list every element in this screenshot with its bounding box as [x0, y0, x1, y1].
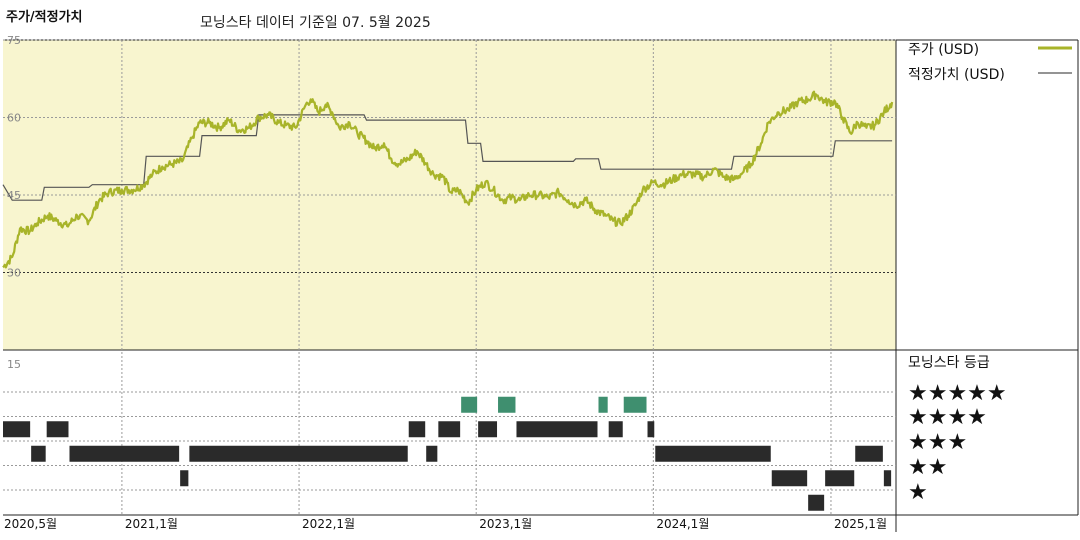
series-lines — [2, 90, 894, 269]
data-date-label: 모닝스타 데이터 기준일 07. 5월 2025 — [200, 15, 431, 31]
rating-bar — [771, 470, 808, 487]
grid — [3, 39, 896, 515]
rating-bar — [408, 421, 426, 438]
rating-bar — [498, 396, 516, 413]
star-row-2: ★★ — [908, 455, 947, 480]
fair-value-line — [2, 114, 893, 201]
rating-bar — [31, 445, 46, 462]
rating-bar — [478, 421, 498, 438]
rating-bar — [516, 421, 598, 438]
rating-bar — [598, 396, 608, 413]
y-tick-label: 45 — [7, 189, 21, 202]
x-tick-label: 2020,5월 — [4, 517, 57, 531]
rating-bar — [3, 421, 31, 438]
rating-title: 모닝스타 등급 — [908, 355, 990, 371]
legend-price: 주가 (USD) — [908, 42, 979, 58]
y-tick-label: 75 — [7, 34, 21, 47]
x-tick-label: 2025,1월 — [834, 517, 887, 531]
rating-bar — [623, 396, 647, 413]
rating-bars — [3, 396, 892, 511]
star-row-1: ★ — [908, 480, 928, 505]
panel-frame — [3, 39, 1079, 532]
tick-labels: 75 60 45 30 15 2020,5월 2021,1월 2022,1월 2023,1월 20… — [4, 34, 887, 531]
x-tick-label: 2021,1월 — [125, 517, 178, 531]
rating-bar — [180, 470, 189, 487]
star-row-4: ★★★★ — [908, 405, 987, 430]
x-tick-label: 2024,1월 — [656, 517, 709, 531]
star-row-3: ★★★ — [908, 430, 967, 455]
x-tick-label: 2022,1월 — [302, 517, 355, 531]
rating-bar — [189, 445, 408, 462]
rating-bar — [825, 470, 855, 487]
rating-axis-label: 15 — [7, 358, 21, 371]
legend-fair-value: 적정가치 (USD) — [908, 67, 1005, 83]
rating-bar — [883, 470, 892, 487]
rating-bar — [426, 445, 438, 462]
rating-bar — [655, 445, 771, 462]
x-tick-label: 2023,1월 — [479, 517, 532, 531]
rating-bar — [46, 421, 69, 438]
rating-bar — [808, 494, 825, 511]
y-tick-label: 30 — [7, 267, 21, 280]
rating-bar — [461, 396, 478, 413]
rating-bar — [855, 445, 883, 462]
price-line — [2, 90, 894, 269]
rating-bar — [608, 421, 623, 438]
rating-bar — [69, 445, 180, 462]
y-tick-label: 60 — [7, 112, 21, 125]
rating-bar — [438, 421, 461, 438]
star-row-5: ★★★★★ — [908, 381, 1007, 406]
rating-bar — [647, 421, 655, 438]
chart-header-label: 주가/적정가치 — [6, 9, 83, 25]
